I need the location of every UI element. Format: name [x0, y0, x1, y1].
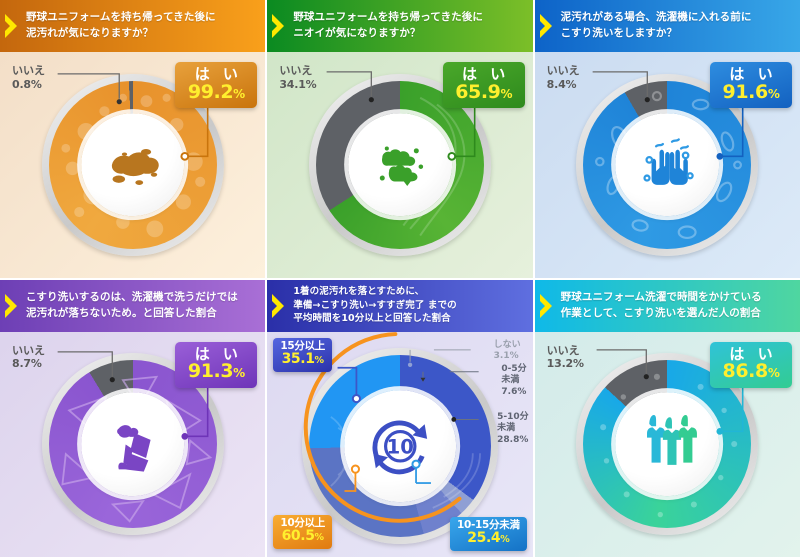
uniform-group-icon [646, 414, 697, 465]
panel-time-spent: 1着の泥汚れを落とすために、 準備→こすり洗い→すすぎ完了 までの 平均時間を1… [267, 279, 533, 557]
no-label-group: いいえ 8.7% [12, 344, 45, 372]
badge-value: 25.4% [467, 530, 510, 547]
mud-splat-icon [112, 149, 159, 186]
chevron-right-icon [539, 293, 552, 318]
donut-center [615, 112, 720, 217]
no-value: 0.8% [12, 77, 42, 91]
no-label: いいえ [279, 64, 313, 77]
chevron-right-icon [272, 293, 285, 318]
side-label-0-5min: 0-5分 未満 7.6% [501, 364, 526, 399]
hand-scrub-icon [643, 138, 694, 186]
chevron-right-icon [5, 14, 17, 38]
panel-body: 10 15分以上 35.1% 10-15分未満 25.4% 10分以上 60.5… [267, 331, 532, 557]
yes-label: は い [462, 65, 510, 83]
yes-value: 86.8% [722, 360, 780, 382]
yes-badge: は い 91.3% [175, 341, 258, 388]
smell-cloud-icon [379, 146, 423, 187]
yes-badge: は い 91.6% [710, 62, 792, 109]
badge-label: 10-15分未満 [456, 518, 520, 531]
segment-badge-10min-plus: 10分以上 60.5% [273, 514, 332, 549]
badge-label: 15分以上 [280, 339, 325, 352]
side-label-name: 5-10分 [497, 411, 529, 422]
badge-value: 60.5% [281, 528, 324, 545]
no-value: 8.7% [12, 357, 42, 371]
side-label-sub: 未満 [497, 423, 516, 434]
panel-header: 野球ユニフォーム洗濯で時間をかけている 作業として、こすり洗いを選んだ人の割合 [534, 279, 800, 332]
yes-badge: は い 99.2% [175, 62, 258, 109]
panel-pre-scrub: 泥汚れがある場合、洗濯機に入れる前に こすり洗いをしますか？ いいえ 8.4% [534, 0, 800, 278]
side-label-sub: 未満 [501, 375, 520, 386]
donut-center [615, 392, 720, 497]
donut-chart: 10 [301, 348, 498, 545]
no-value: 34.1% [279, 77, 317, 91]
panel-body: いいえ 8.4% [535, 52, 800, 278]
badge-value: 35.1% [281, 351, 324, 368]
panel-header: 1着の泥汚れを落とすために、 準備→こすり洗い→すすぎ完了 までの 平均時間を1… [267, 279, 533, 332]
segment-badge-10-15min: 10-15分未満 25.4% [449, 516, 527, 551]
panel-title: 泥汚れがある場合、洗濯機に入れる前に こすり洗いをしますか？ [560, 11, 752, 39]
yes-badge: は い 86.8% [710, 341, 792, 388]
no-value: 13.2% [546, 357, 584, 371]
donut-center [348, 112, 452, 217]
side-label-shinai: しない 3.1% [494, 340, 521, 363]
laundry-basket-icon [117, 424, 151, 472]
no-label-group: いいえ 0.8% [12, 64, 45, 92]
side-label-5-10min: 5-10分 未満 28.8% [497, 412, 529, 447]
chevron-right-icon [539, 14, 552, 38]
no-value: 8.4% [546, 77, 577, 91]
no-label-group: いいえ 13.2% [547, 344, 584, 372]
badge-label: 10分以上 [280, 516, 325, 529]
panel-title: 野球ユニフォーム洗濯で時間をかけている 作業として、こすり洗いを選んだ人の割合 [560, 290, 762, 319]
panel-title: 1着の泥汚れを落とすために、 準備→こすり洗い→すすぎ完了 までの 平均時間を1… [293, 286, 457, 325]
chevron-right-icon [5, 293, 17, 318]
side-label-value: 7.6% [501, 386, 527, 397]
panel-body: いいえ 8.7% [0, 332, 265, 557]
yes-label: は い [194, 65, 242, 83]
panel-header: こすり洗いするのは、洗濯機で洗うだけでは 泥汚れが落ちないため。と回答した割合 [0, 279, 266, 332]
panel-smell-awareness: 野球ユニフォームを持ち帰ってきた後に ニオイが気になりますか？ いいえ 34.1… [267, 0, 533, 278]
panel-scrub-time-choice: 野球ユニフォーム洗濯で時間をかけている 作業として、こすり洗いを選んだ人の割合 … [534, 279, 800, 557]
panel-body: いいえ 34.1% [267, 52, 532, 278]
panel-header: 泥汚れがある場合、洗濯機に入れる前に こすり洗いをしますか？ [534, 0, 800, 52]
panel-header: 野球ユニフォームを持ち帰ってきた後に 泥汚れが気になりますか？ [0, 0, 266, 52]
yes-value: 65.9% [455, 80, 513, 103]
no-label-group: いいえ 8.4% [547, 64, 580, 92]
panel-mud-awareness: 野球ユニフォームを持ち帰ってきた後に 泥汚れが気になりますか？ いいえ 0.8% [0, 0, 266, 278]
panel-title: 野球ユニフォームを持ち帰ってきた後に 泥汚れが気になりますか？ [26, 11, 216, 39]
chevron-right-icon [272, 14, 285, 38]
side-label-name: しない [493, 339, 521, 350]
panel-body: いいえ 13.2% [535, 332, 800, 557]
panel-header: 野球ユニフォームを持ち帰ってきた後に ニオイが気になりますか？ [267, 0, 533, 52]
no-label-group: いいえ 34.1% [279, 64, 316, 92]
donut-chart [576, 73, 759, 256]
yes-label: は い [729, 65, 777, 83]
yes-value: 91.3% [187, 360, 245, 382]
no-label: いいえ [12, 64, 45, 77]
donut-center: 10 [344, 390, 456, 503]
svg-text:10: 10 [386, 436, 413, 459]
side-label-value: 28.8% [497, 434, 529, 445]
no-label: いいえ [546, 343, 580, 357]
yes-label: は い [194, 344, 242, 363]
donut-center [80, 112, 185, 217]
segment-badge-15min-plus: 15分以上 35.1% [273, 337, 332, 372]
no-label: いいえ [12, 343, 45, 357]
yes-value: 91.6% [722, 80, 780, 103]
cycle-10-icon: 10 [372, 420, 427, 475]
no-label: いいえ [546, 64, 580, 77]
donut-center [80, 392, 185, 497]
panel-scrub-reason: こすり洗いするのは、洗濯機で洗うだけでは 泥汚れが落ちないため。と回答した割合 … [0, 279, 266, 557]
side-label-value: 3.1% [493, 351, 519, 362]
panel-title: 野球ユニフォームを持ち帰ってきた後に ニオイが気になりますか？ [293, 11, 483, 39]
yes-badge: は い 65.9% [442, 62, 525, 109]
panel-body: いいえ 0.8% [0, 52, 265, 278]
side-label-name: 0-5分 [501, 363, 527, 374]
yes-label: は い [729, 344, 777, 363]
yes-value: 99.2% [187, 80, 245, 103]
panel-title: こすり洗いするのは、洗濯機で洗うだけでは 泥汚れが落ちないため。と回答した割合 [26, 290, 238, 319]
